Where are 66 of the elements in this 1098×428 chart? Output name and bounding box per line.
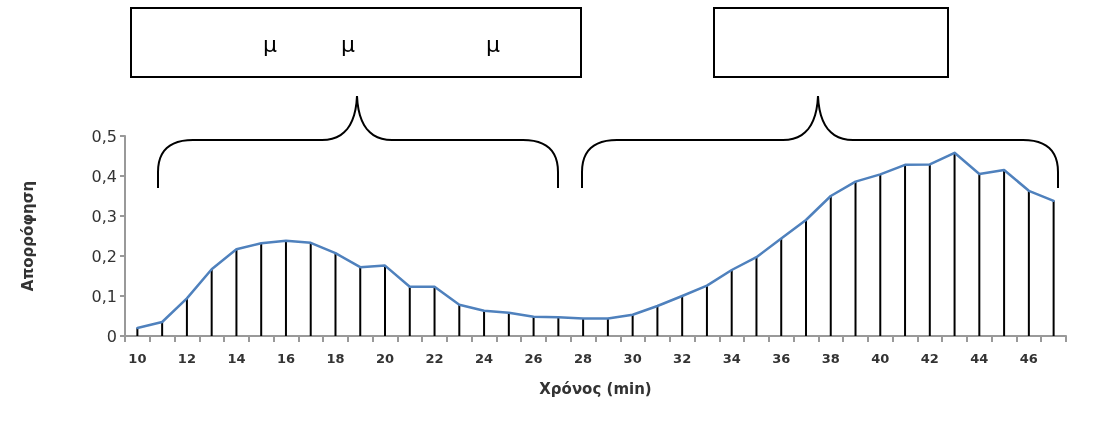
bar	[185, 298, 188, 336]
x-tick-label: 12	[177, 351, 196, 366]
bar	[780, 238, 783, 336]
bar	[235, 249, 238, 336]
bar	[1027, 190, 1030, 336]
text: μ	[486, 32, 500, 57]
bar	[260, 243, 263, 336]
x-tick-label: 34	[722, 351, 741, 366]
bar	[928, 164, 931, 336]
x-tick-label: 20	[375, 351, 395, 366]
y-tick-label: 0,4	[91, 166, 117, 186]
x-tick-label: 10	[128, 351, 147, 366]
x-tick-label: 16	[276, 351, 296, 366]
bar	[359, 267, 362, 336]
bar	[631, 314, 634, 336]
bar	[755, 257, 758, 336]
bar	[408, 286, 411, 336]
bar	[334, 253, 337, 336]
bar	[904, 164, 907, 336]
x-axis-title: Χρόνος (min)	[539, 379, 652, 398]
bar	[829, 196, 832, 336]
x-tick-label: 36	[772, 351, 791, 366]
bar	[309, 242, 312, 336]
x-tick-label: 22	[425, 351, 444, 366]
x-tick-label: 42	[920, 351, 939, 366]
bar	[433, 286, 436, 336]
bar	[879, 174, 882, 336]
bar	[532, 316, 535, 336]
x-tick-label: 18	[326, 351, 345, 366]
bar	[161, 322, 164, 336]
bar	[458, 304, 461, 336]
y-axis-title: Απορρόφηση	[18, 180, 37, 292]
bar	[557, 317, 560, 336]
bar	[483, 310, 486, 336]
x-tick-label: 38	[821, 351, 840, 366]
text: μ	[263, 32, 277, 57]
x-tick-label: 28	[574, 351, 593, 366]
bar	[978, 174, 981, 336]
line-series	[136, 151, 1055, 330]
bar	[507, 312, 510, 336]
bar	[656, 306, 659, 336]
y-tick-label: 0,3	[91, 206, 117, 226]
bar	[804, 220, 807, 336]
bar	[705, 285, 708, 336]
x-tick-label: 24	[475, 351, 494, 366]
y-tick-label: 0	[106, 326, 117, 346]
bar	[854, 181, 857, 336]
bar	[384, 265, 387, 336]
bar	[730, 270, 733, 336]
text: μ	[341, 32, 355, 57]
bar	[953, 152, 956, 336]
y-tick-label: 0,1	[91, 286, 117, 306]
bar	[284, 240, 287, 336]
y-tick-label: 0,2	[91, 246, 117, 266]
x-tick-label: 14	[227, 351, 246, 366]
bar	[681, 296, 684, 336]
bar	[1052, 200, 1055, 336]
x-tick-label: 44	[970, 351, 989, 366]
x-tick-label: 30	[623, 351, 642, 366]
x-tick-label: 46	[1019, 351, 1038, 366]
bar	[1003, 170, 1006, 336]
y-tick-label: 0,5	[91, 126, 117, 146]
x-tick-label: 40	[871, 351, 890, 366]
x-tick-label: 26	[524, 351, 543, 366]
x-tick-label: 32	[673, 351, 692, 366]
bar	[210, 269, 213, 336]
